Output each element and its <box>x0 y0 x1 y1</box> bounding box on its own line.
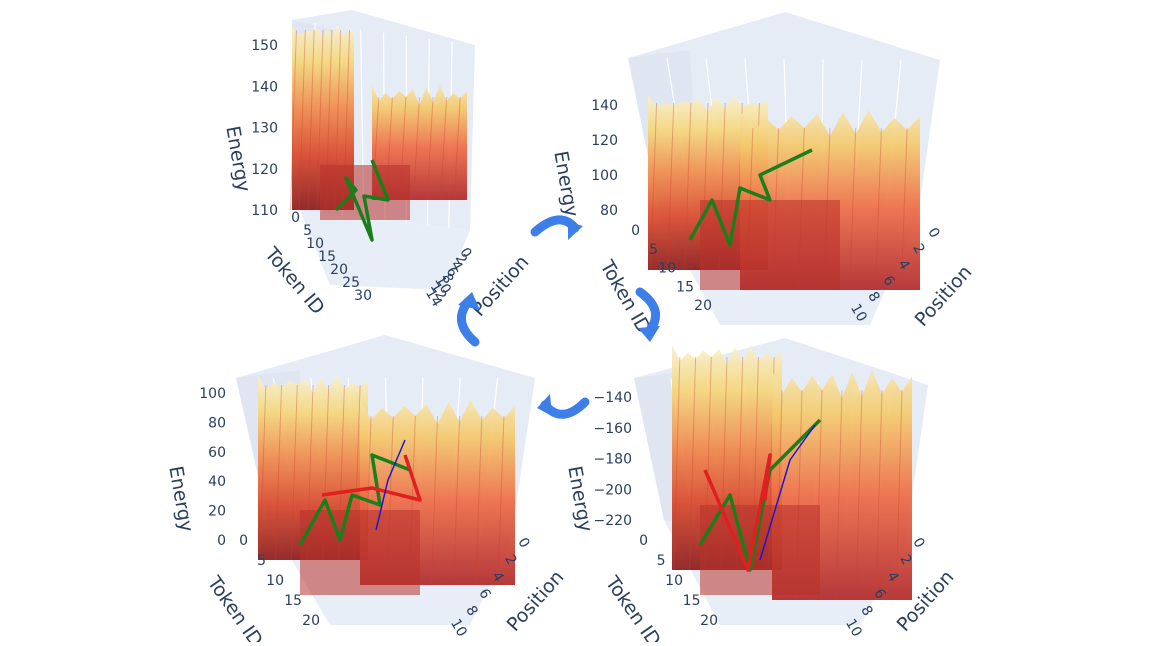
chart-panel-bottom-right: −140−160−180−200−220051015200246810Energ… <box>563 338 958 642</box>
position-axis-title: Position <box>468 251 534 321</box>
z-tick-label: 150 <box>251 38 278 54</box>
z-axis-title: Energy <box>563 464 596 533</box>
token-tick-label: 15 <box>284 593 302 609</box>
z-tick-label: 120 <box>251 162 278 178</box>
token-tick-label: 20 <box>700 613 718 629</box>
surface-base <box>320 165 410 220</box>
token-tick-label: 15 <box>683 593 701 609</box>
z-tick-label: −140 <box>594 390 632 406</box>
z-tick-label: 40 <box>208 474 226 490</box>
z-tick-label: 120 <box>591 133 618 149</box>
z-tick-label: −180 <box>594 452 632 468</box>
token-tick-label: 10 <box>266 573 284 589</box>
token-tick-label: 15 <box>676 279 694 295</box>
position-tick-label: 0 <box>909 535 927 551</box>
position-tick-label: 0 <box>924 225 942 241</box>
token-tick-label: 20 <box>694 298 712 314</box>
cycle-arrow-right-head-icon <box>568 222 583 240</box>
z-tick-label: 0 <box>217 533 226 549</box>
surface-base <box>300 510 420 595</box>
token-tick-label: 10 <box>658 261 676 277</box>
z-tick-label: 140 <box>251 79 278 95</box>
z-tick-label: −220 <box>594 513 632 529</box>
token-tick-label: 30 <box>354 288 372 304</box>
position-axis-title: Position <box>911 261 977 331</box>
z-axis-title: Energy <box>221 124 254 193</box>
z-tick-label: 80 <box>208 415 226 431</box>
token-tick-label: 0 <box>639 533 648 549</box>
z-tick-label: 130 <box>251 121 278 137</box>
z-tick-label: −160 <box>594 421 632 437</box>
z-tick-label: 20 <box>208 504 226 520</box>
z-tick-label: 110 <box>251 203 278 219</box>
z-tick-label: 100 <box>199 386 226 402</box>
token-tick-label: 0 <box>631 223 640 239</box>
z-tick-label: 60 <box>208 445 226 461</box>
position-tick-label: 0 <box>514 535 532 551</box>
z-tick-label: −200 <box>594 482 632 498</box>
token-axis-title: Token ID <box>600 572 665 642</box>
token-tick-label: 20 <box>302 613 320 629</box>
token-tick-label: 0 <box>239 533 248 549</box>
z-axis-title: Energy <box>549 149 582 218</box>
token-tick-label: 0 <box>291 210 300 226</box>
z-tick-label: 100 <box>591 168 618 184</box>
token-axis-title: Token ID <box>202 572 267 642</box>
z-tick-label: 140 <box>591 98 618 114</box>
surface-base <box>700 200 840 290</box>
cycle-arrow-left-head-icon <box>537 394 552 416</box>
token-tick-label: 5 <box>657 553 666 569</box>
z-axis-title: Energy <box>164 464 197 533</box>
z-tick-label: 80 <box>600 203 618 219</box>
token-tick-label: 5 <box>649 242 658 258</box>
token-tick-label: 10 <box>665 573 683 589</box>
token-tick-label: 5 <box>257 553 266 569</box>
